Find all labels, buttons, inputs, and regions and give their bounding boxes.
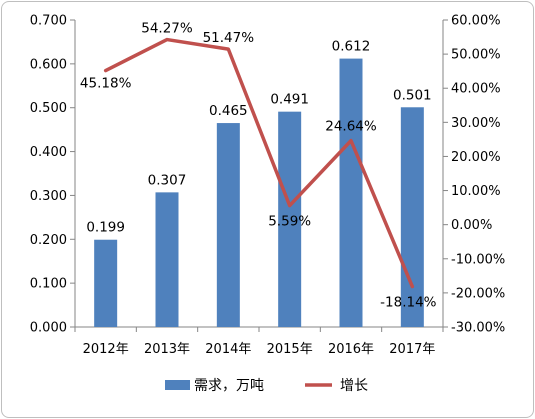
x-tick-label: 2016年 (328, 342, 374, 357)
y-right-tick-label: -30.00% (451, 321, 505, 336)
y-right-tick-label: 0.00% (451, 218, 492, 233)
bar (278, 111, 302, 327)
line-value-label: 45.18% (80, 76, 132, 92)
line-value-label: -18.14% (380, 295, 437, 311)
bar-value-label: 0.307 (148, 172, 187, 188)
x-tick-label: 2015年 (267, 342, 313, 357)
y-right-tick-label: 50.00% (451, 48, 501, 63)
y-right-tick-label: 10.00% (451, 184, 501, 199)
y-left-tick-label: 0.700 (30, 14, 67, 29)
y-left-tick-label: 0.600 (30, 57, 67, 72)
y-left-tick-label: 0.200 (30, 233, 67, 248)
line-value-label: 54.27% (141, 21, 193, 37)
bar-value-label: 0.465 (209, 103, 248, 119)
line-series (103, 37, 415, 289)
legend: 需求，万吨 增长 (165, 378, 368, 394)
bar (339, 58, 363, 327)
bar (94, 239, 118, 327)
y-left-tick-label: 0.000 (30, 321, 67, 336)
y-left-tick-label: 0.400 (30, 145, 67, 160)
y-left-tick-label: 0.300 (30, 189, 67, 204)
bar (155, 192, 179, 327)
y-right-tick-label: 30.00% (451, 116, 501, 131)
y-right-tick-label: -20.00% (451, 286, 505, 301)
y-right-tick-label: 60.00% (451, 14, 501, 29)
x-tick-label: 2012年 (83, 342, 129, 357)
axes: 0.000 0.100 0.200 0.300 0.400 0.500 0.600 0.700… (30, 14, 505, 358)
y-left-tick-label: 0.100 (30, 277, 67, 292)
data-labels: 0.199 0.307 0.465 0.491 0.612 0.501 45.18% 54.2… (80, 21, 437, 311)
line-value-label: 51.47% (203, 30, 255, 46)
x-tick-label: 2014年 (205, 342, 251, 357)
y-right-tick-label: 40.00% (451, 82, 501, 97)
x-tick-label: 2013年 (144, 342, 190, 357)
line-value-label: 24.64% (325, 119, 377, 135)
legend-swatch-bar (165, 380, 190, 390)
bar (216, 123, 240, 327)
line-value-label: 5.59% (268, 214, 311, 230)
bar-value-label: 0.491 (270, 92, 309, 108)
legend-label-line: 增长 (340, 378, 368, 394)
bar-value-label: 0.612 (332, 39, 371, 55)
bar-value-label: 0.501 (393, 87, 432, 103)
growth-line (103, 37, 415, 289)
y-right-tick-label: 20.00% (451, 150, 501, 165)
bar-value-label: 0.199 (86, 220, 125, 236)
y-right-tick-label: -10.00% (451, 252, 505, 267)
x-tick-label: 2017年 (389, 342, 435, 357)
legend-label-bar: 需求，万吨 (194, 378, 264, 394)
y-left-tick-label: 0.500 (30, 101, 67, 116)
